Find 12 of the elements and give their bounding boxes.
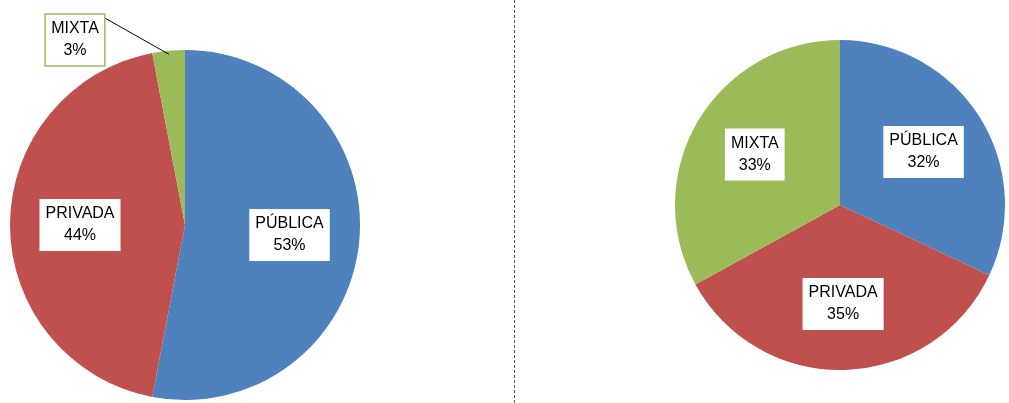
slice-label: PRIVADA bbox=[808, 283, 878, 301]
slice-label: MIXTA bbox=[51, 19, 100, 37]
data-label: 44% bbox=[63, 226, 97, 244]
slice-label: PÚBLICA bbox=[889, 130, 959, 149]
data-label: 3% bbox=[63, 41, 87, 59]
slice-label: PÚBLICA bbox=[255, 213, 325, 232]
data-label: 53% bbox=[273, 236, 306, 254]
slice-label: MIXTA bbox=[730, 134, 779, 152]
data-label: 33% bbox=[738, 156, 771, 174]
data-label: 32% bbox=[907, 153, 940, 171]
data-label: 35% bbox=[827, 305, 860, 323]
slice-label: PRIVADA bbox=[45, 204, 115, 222]
